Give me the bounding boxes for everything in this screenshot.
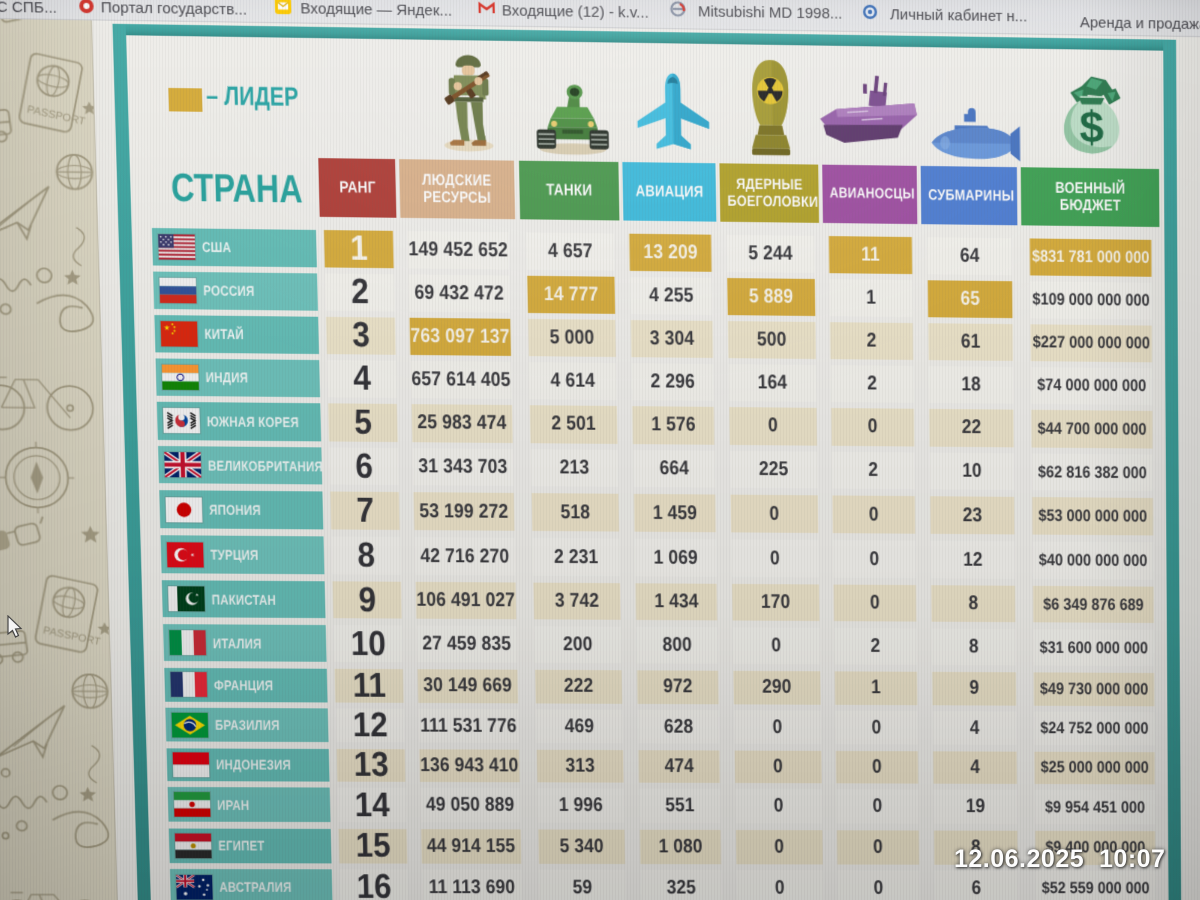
svg-text:$: $ [1079,102,1104,152]
